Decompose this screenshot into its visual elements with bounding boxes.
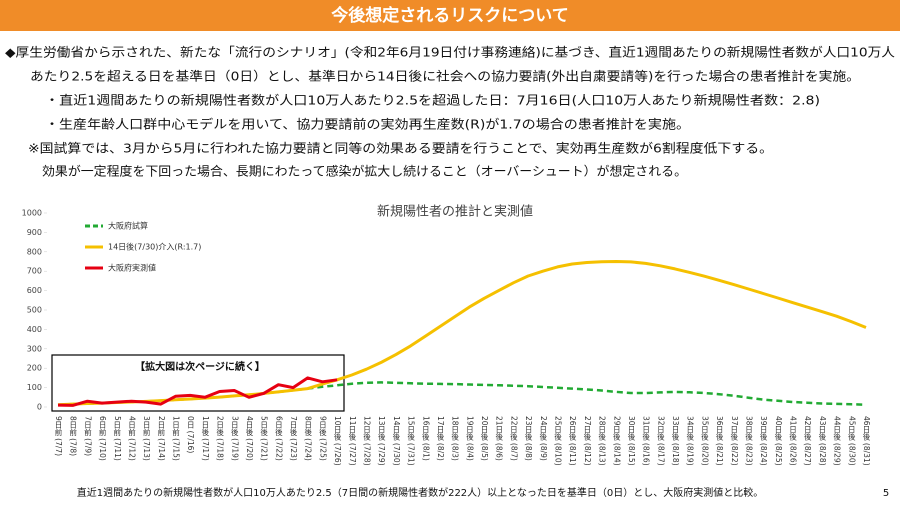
x-tick-label: 32日後 (8/17) (656, 416, 665, 466)
x-tick-label: 4日後 (7/20) (245, 416, 254, 461)
y-tick-label: 100 (27, 383, 42, 392)
x-tick-label: 17日後 (8/2) (436, 416, 445, 461)
x-tick-label: 14日後 (7/30) (392, 416, 401, 466)
legend-label: 大阪府実測値 (108, 263, 156, 273)
x-tick-label: 10日後 (7/26) (333, 416, 342, 466)
footnote: 直近1週間あたりの新規陽性者数が人口10万人あたり2.5（7日間の新規陽性者数が… (77, 486, 764, 499)
x-tick-label: 42日後 (8/27) (803, 416, 812, 466)
x-tick-label: 12日後 (7/28) (362, 416, 371, 466)
header-bar (0, 0, 900, 31)
y-tick-label: 1000 (22, 209, 42, 218)
x-tick-label: 44日後 (8/29) (832, 416, 841, 466)
zoom-box (51, 354, 345, 412)
x-tick-label: 23日後 (8/8) (524, 416, 533, 461)
x-tick-label: 19日後 (8/4) (465, 416, 474, 461)
body-line: ※国試算では、3月から5月に行われた協力要請と同等の効果ある要請を行うことで、実… (28, 141, 773, 156)
y-tick-label: 300 (27, 344, 42, 353)
x-tick-label: 6日後 (7/22) (274, 416, 283, 461)
x-tick-label: 11日後 (7/27) (348, 416, 357, 466)
body-line: ・生産年齢人口群中心モデルを用いて、協力要請前の実効再生産数(R)が1.7の場合… (45, 117, 690, 132)
y-tick-label: 900 (27, 228, 42, 237)
x-tick-label: 3日前 (7/13) (142, 416, 151, 461)
x-tick-label: 25日後 (8/10) (553, 416, 562, 466)
x-tick-label: 15日後 (7/31) (406, 416, 415, 466)
y-tick-label: 700 (27, 267, 42, 276)
x-tick-label: 1日後 (7/17) (201, 416, 210, 461)
x-tick-label: 20日後 (8/5) (480, 416, 489, 461)
x-tick-label: 7日後 (7/23) (289, 416, 298, 461)
x-tick-label: 24日後 (8/9) (539, 416, 548, 461)
body-line: ◆厚生労働省から示された、新たな「流行のシナリオ」(令和2年6月19日付け事務連… (5, 45, 896, 60)
x-tick-label: 45日後 (8/30) (847, 416, 856, 466)
x-tick-label: 41日後 (8/26) (788, 416, 797, 466)
x-tick-label: 8日前 (7/8) (68, 416, 77, 456)
x-tick-label: 35日後 (8/20) (700, 416, 709, 466)
series-line (57, 381, 867, 406)
x-tick-label: 3日後 (7/19) (230, 416, 239, 461)
x-tick-label: 9日前 (7/7) (54, 416, 63, 456)
legend-label: 14日後(7/30)介入(R:1.7) (108, 242, 201, 252)
x-tick-label: 28日後 (8/13) (597, 416, 606, 466)
y-tick-label: 200 (27, 364, 42, 373)
body-line: あたり2.5を超える日を基準日（0日）とし、基準日から14日後に社会への協力要請… (30, 69, 860, 84)
x-tick-label: 43日後 (8/28) (818, 416, 827, 466)
legend-label: 大阪府試算 (108, 221, 148, 231)
x-tick-label: 5日後 (7/21) (259, 416, 268, 461)
x-tick-label: 18日後 (8/3) (450, 416, 459, 461)
x-tick-label: 6日前 (7/10) (98, 416, 107, 461)
y-tick-label: 400 (27, 325, 42, 334)
x-tick-label: 7日前 (7/9) (83, 416, 92, 456)
series-line (57, 260, 867, 407)
y-tick-label: 500 (27, 306, 42, 315)
x-tick-label: 0日 (7/16) (186, 416, 195, 453)
x-tick-label: 30日後 (8/15) (627, 416, 636, 466)
x-tick-label: 26日後 (8/11) (568, 416, 577, 466)
y-tick-label: 0 (37, 403, 42, 412)
x-tick-label: 2日後 (7/18) (215, 416, 224, 461)
body-line: 効果が一定程度を下回った場合、長期にわたって感染が拡大し続けること（オーバーシュ… (42, 164, 687, 179)
y-tick-label: 600 (27, 286, 42, 295)
x-tick-label: 21日後 (8/6) (494, 416, 503, 461)
x-tick-label: 38日後 (8/23) (744, 416, 753, 466)
x-tick-label: 37日後 (8/22) (730, 416, 739, 466)
annotation: 【拡大図は次ページに続く】 (135, 360, 265, 373)
page-number: 5 (883, 488, 889, 499)
chart-title: 新規陽性者の推計と実測値 (377, 204, 533, 220)
x-tick-label: 40日後 (8/25) (774, 416, 783, 466)
x-tick-label: 13日後 (7/29) (377, 416, 386, 466)
x-tick-label: 46日後 (8/31) (862, 416, 871, 466)
header-title: 今後想定されるリスクについて (331, 5, 569, 26)
x-tick-label: 8日後 (7/24) (303, 416, 312, 461)
x-tick-label: 31日後 (8/16) (641, 416, 650, 466)
x-tick-label: 4日前 (7/12) (127, 416, 136, 461)
x-tick-label: 29日後 (8/14) (612, 416, 621, 466)
x-tick-label: 1日前 (7/15) (171, 416, 180, 461)
x-tick-label: 5日前 (7/11) (113, 416, 122, 461)
x-tick-label: 27日後 (8/12) (583, 416, 592, 466)
x-tick-label: 34日後 (8/19) (685, 416, 694, 466)
x-tick-label: 9日後 (7/25) (318, 416, 327, 461)
series-line (57, 376, 338, 407)
x-tick-label: 16日後 (8/1) (421, 416, 430, 461)
x-tick-label: 2日前 (7/14) (157, 416, 166, 461)
x-tick-label: 36日後 (8/21) (715, 416, 724, 466)
x-tick-label: 22日後 (8/7) (509, 416, 518, 461)
x-tick-label: 33日後 (8/18) (671, 416, 680, 466)
y-tick-label: 800 (27, 247, 42, 256)
body-line: ・直近1週間あたりの新規陽性者数が人口10万人あたり2.5を超過した日：7月16… (45, 93, 820, 108)
x-tick-label: 39日後 (8/24) (759, 416, 768, 466)
